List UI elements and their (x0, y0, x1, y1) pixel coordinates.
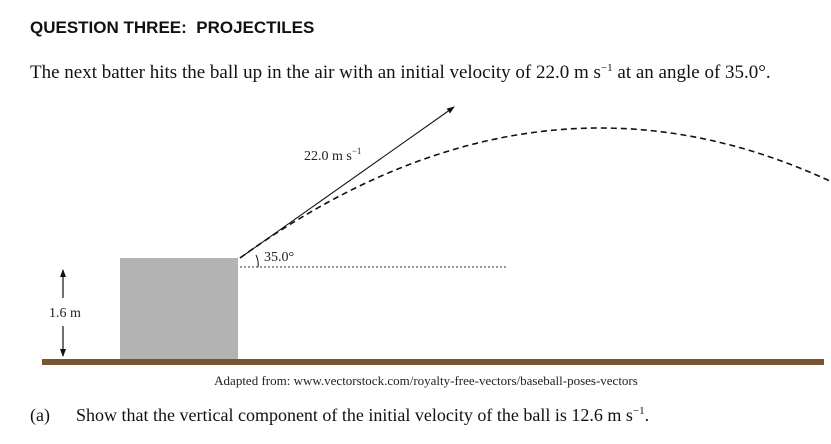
intro-body: The next batter hits the ball up in the … (30, 62, 601, 83)
ground (42, 359, 824, 365)
intro-end: at an angle of 35.0°. (612, 62, 771, 83)
question-text: Show that the vertical component of the … (76, 405, 633, 425)
intro-exponent: −1 (600, 62, 613, 74)
angle-label: 35.0° (264, 250, 294, 265)
velocity-label: 22.0 m s−1 (304, 146, 361, 164)
height-label: 1.6 m (49, 306, 81, 321)
question-label: (a) (30, 405, 50, 425)
caption: Adapted from: www.vectorstock.com/royalt… (214, 373, 638, 388)
velocity-arrow (239, 106, 455, 259)
velocity-text: 22.0 m s (304, 149, 352, 164)
velocity-exponent: −1 (352, 146, 362, 156)
angle-arc (255, 254, 259, 268)
intro-text: The next batter hits the ball up in the … (30, 62, 771, 84)
question-title: QUESTION THREE: PROJECTILES (30, 18, 315, 37)
question-a: (a) Show that the vertical component of t… (30, 405, 649, 426)
diagram: 22.0 m s−1 35.0° 1.6 m Adapted from: www… (42, 106, 831, 388)
trajectory (239, 127, 831, 259)
platform (120, 258, 238, 364)
question-exponent: −1 (632, 405, 645, 417)
question-end: . (644, 405, 650, 425)
